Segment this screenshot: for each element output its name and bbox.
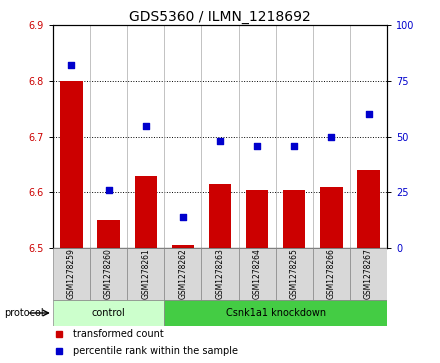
Bar bbox=[90, 248, 127, 300]
Text: GSM1278266: GSM1278266 bbox=[327, 249, 336, 299]
Bar bbox=[164, 300, 387, 326]
Bar bbox=[97, 220, 120, 248]
Text: GSM1278264: GSM1278264 bbox=[253, 249, 262, 299]
Bar bbox=[209, 184, 231, 248]
Title: GDS5360 / ILMN_1218692: GDS5360 / ILMN_1218692 bbox=[129, 11, 311, 24]
Text: GSM1278262: GSM1278262 bbox=[178, 249, 187, 299]
Bar bbox=[53, 248, 90, 300]
Bar bbox=[127, 248, 164, 300]
Bar bbox=[172, 245, 194, 248]
Point bbox=[68, 62, 75, 68]
Point bbox=[253, 143, 260, 148]
Point bbox=[180, 214, 187, 220]
Bar bbox=[246, 189, 268, 248]
Point bbox=[142, 123, 149, 129]
Bar bbox=[164, 248, 202, 300]
Bar bbox=[357, 170, 380, 248]
Bar bbox=[283, 189, 305, 248]
Text: GSM1278260: GSM1278260 bbox=[104, 249, 113, 299]
Point bbox=[365, 111, 372, 117]
Text: transformed count: transformed count bbox=[73, 329, 164, 339]
Text: GSM1278265: GSM1278265 bbox=[290, 249, 299, 299]
Bar bbox=[53, 300, 164, 326]
Point bbox=[105, 187, 112, 193]
Bar bbox=[350, 248, 387, 300]
Point bbox=[291, 143, 298, 148]
Bar bbox=[60, 81, 83, 248]
Bar bbox=[313, 248, 350, 300]
Bar bbox=[202, 248, 238, 300]
Bar bbox=[135, 176, 157, 248]
Point bbox=[216, 138, 224, 144]
Bar bbox=[238, 248, 276, 300]
Text: Csnk1a1 knockdown: Csnk1a1 knockdown bbox=[226, 308, 326, 318]
Point bbox=[328, 134, 335, 140]
Bar bbox=[276, 248, 313, 300]
Text: GSM1278259: GSM1278259 bbox=[67, 249, 76, 299]
Text: percentile rank within the sample: percentile rank within the sample bbox=[73, 346, 238, 356]
Text: protocol: protocol bbox=[4, 308, 44, 318]
Text: GSM1278263: GSM1278263 bbox=[216, 249, 224, 299]
Bar bbox=[320, 187, 343, 248]
Text: GSM1278267: GSM1278267 bbox=[364, 249, 373, 299]
Text: GSM1278261: GSM1278261 bbox=[141, 249, 150, 299]
Text: control: control bbox=[92, 308, 125, 318]
